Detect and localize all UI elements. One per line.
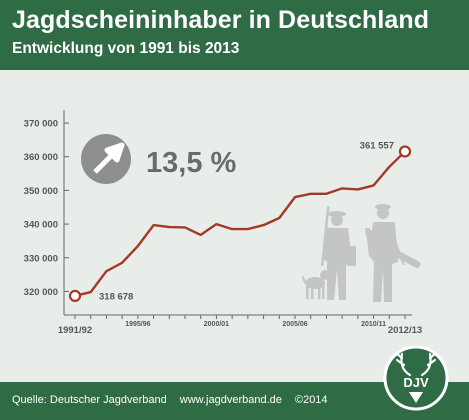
data-labels: 318 678 361 557: [68, 140, 412, 302]
increase-percentage: 13,5 %: [146, 147, 236, 179]
website-link[interactable]: www.jagdverband.de: [179, 394, 282, 406]
endpoint-marker: [398, 145, 412, 158]
y-tick-label: 350 000: [24, 186, 58, 197]
page-subtitle: Entwicklung von 1991 bis 2013: [12, 40, 240, 57]
logo-text: DJV: [403, 375, 429, 390]
footer-text: Quelle: Deutscher Jagdverband www.jagdve…: [12, 394, 338, 406]
y-tick-label: 340 000: [24, 220, 58, 231]
header-banner: Jagdscheininhaber in Deutschland Entwick…: [0, 0, 469, 70]
data-label: 318 678: [99, 291, 133, 302]
arrow-glyph: [93, 142, 125, 174]
x-tick-label: 2012/13: [388, 325, 422, 336]
page-title: Jagdscheininhaber in Deutschland: [12, 6, 430, 34]
x-tick-label: 1995/96: [125, 321, 150, 328]
chart-axes: 320 000 330 000 340 000 350 000 360 000 370 0…: [24, 110, 422, 336]
series-hunting-license-holders: [73, 150, 407, 298]
line-chart: 320 000 330 000 340 000 350 000 360 000 370 0…: [24, 110, 422, 336]
y-tick-label: 320 000: [24, 287, 58, 298]
source-text: Quelle: Deutscher Jagdverband: [12, 394, 167, 406]
hunter-silhouettes-illustration: [301, 204, 421, 302]
increase-callout: 13,5 %: [81, 134, 236, 184]
y-tick-label: 360 000: [24, 152, 58, 163]
x-tick-label: 2010/11: [361, 321, 386, 328]
y-tick-label: 370 000: [24, 119, 58, 130]
y-tick-label: 330 000: [24, 253, 58, 264]
x-tick-label: 2000/01: [204, 321, 229, 328]
data-label: 361 557: [360, 140, 394, 151]
x-tick-label: 1991/92: [58, 325, 92, 336]
endpoint-marker: [68, 289, 82, 302]
antlers-icon: [394, 351, 438, 377]
copyright-text: ©2014: [294, 394, 328, 406]
x-tick-label: 2005/06: [282, 321, 307, 328]
djv-logo: DJV: [383, 345, 449, 411]
data-line: [73, 150, 407, 298]
